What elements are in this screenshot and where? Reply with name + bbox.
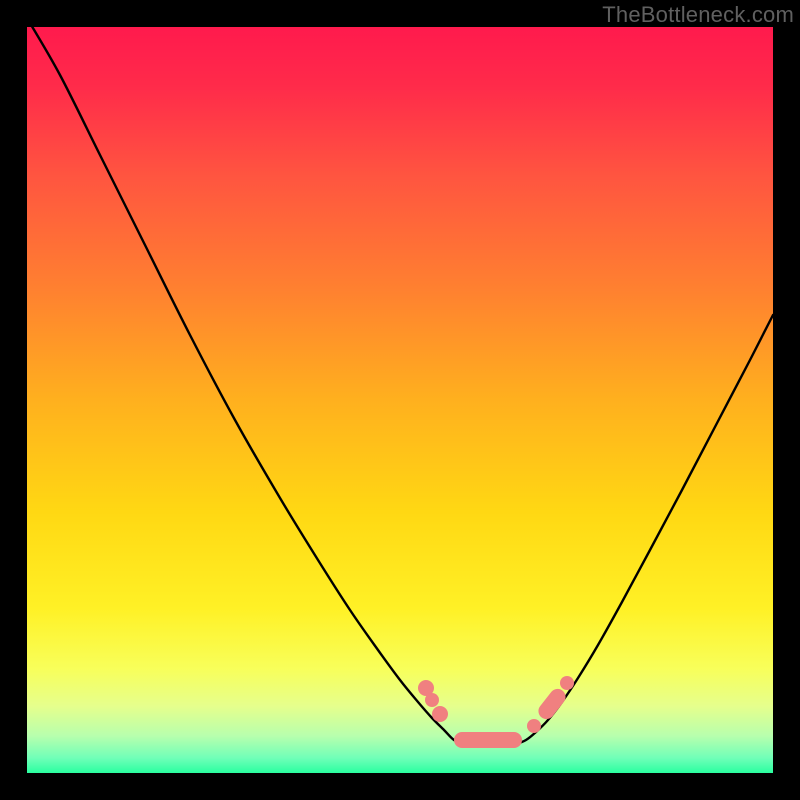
highlight-marker-3 xyxy=(454,732,522,748)
highlight-marker-1 xyxy=(425,693,439,707)
highlight-marker-4 xyxy=(527,719,541,733)
highlight-marker-2 xyxy=(432,706,448,722)
plot-area xyxy=(27,27,773,773)
plot-svg xyxy=(27,27,773,773)
gradient-background xyxy=(27,27,773,773)
highlight-marker-6 xyxy=(560,676,574,690)
watermark-text: TheBottleneck.com xyxy=(602,2,794,28)
